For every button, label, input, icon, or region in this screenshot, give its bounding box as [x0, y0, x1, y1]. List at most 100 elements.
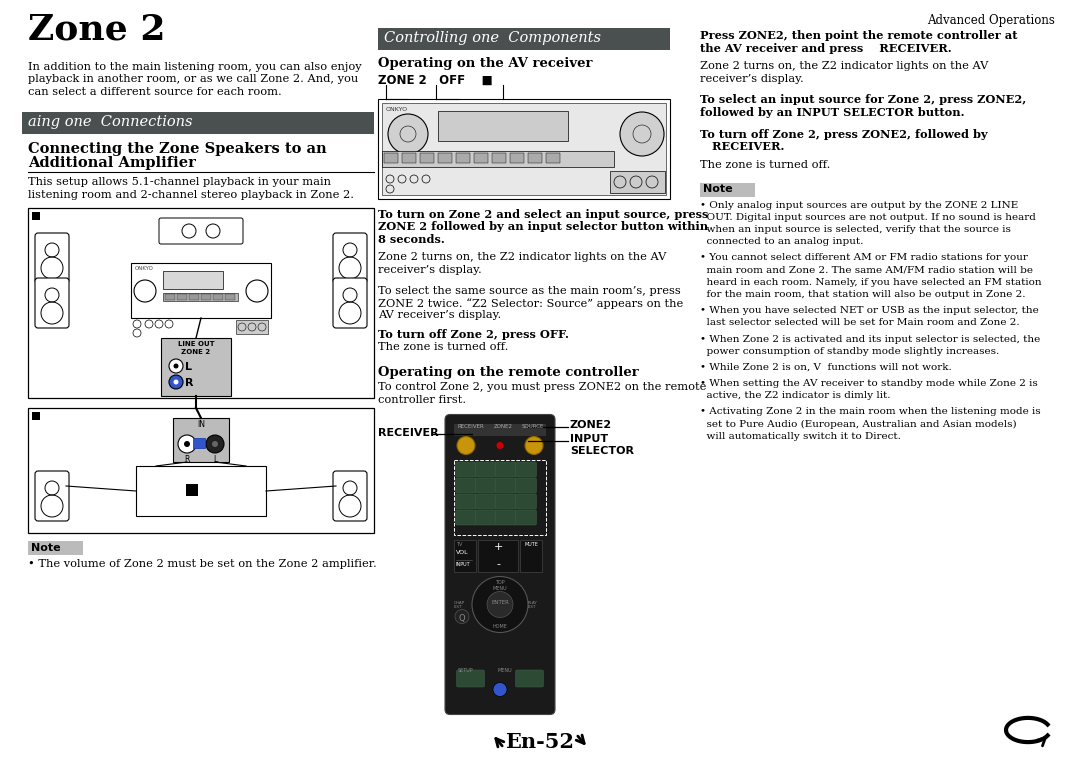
Text: VOL: VOL: [456, 549, 469, 555]
Text: The zone is turned off.: The zone is turned off.: [378, 342, 509, 351]
FancyBboxPatch shape: [475, 494, 497, 509]
Text: Q: Q: [459, 613, 465, 623]
Text: TV: TV: [456, 542, 462, 546]
Text: • While Zone 2 is on, V  functions will not work.: • While Zone 2 is on, V functions will n…: [700, 363, 951, 372]
Text: INPUT: INPUT: [570, 433, 608, 443]
Bar: [519, 539, 542, 571]
FancyBboxPatch shape: [475, 510, 497, 525]
Circle shape: [184, 441, 190, 447]
FancyBboxPatch shape: [496, 478, 516, 493]
Bar: [28, 208, 374, 398]
FancyBboxPatch shape: [333, 471, 367, 521]
FancyBboxPatch shape: [35, 233, 69, 283]
Bar: [478, 539, 518, 571]
Bar: [402, 153, 416, 163]
FancyBboxPatch shape: [445, 415, 555, 714]
Text: • The volume of Zone 2 must be set on the Zone 2 amplifier.: • The volume of Zone 2 must be set on th…: [28, 559, 377, 569]
Bar: [610, 171, 665, 193]
Bar: [131, 263, 271, 318]
FancyBboxPatch shape: [159, 218, 243, 244]
Text: power consumption of standby mode slightly increases.: power consumption of standby mode slight…: [700, 347, 999, 356]
Text: +: +: [494, 542, 502, 552]
Text: SOURCE: SOURCE: [522, 425, 544, 429]
Bar: [165, 294, 175, 300]
Text: ZONE 2   OFF    ■: ZONE 2 OFF ■: [378, 74, 492, 87]
Bar: [28, 408, 374, 533]
Bar: [454, 459, 546, 535]
Text: • Activating Zone 2 in the main room when the listening mode is: • Activating Zone 2 in the main room whe…: [700, 407, 1041, 416]
Text: aing one  Connections: aing one Connections: [28, 115, 192, 129]
Text: ZONE 2: ZONE 2: [181, 349, 211, 355]
Text: To turn off Zone 2, press OFF.: To turn off Zone 2, press OFF.: [378, 329, 569, 340]
Bar: [186, 484, 198, 496]
Bar: [237, 320, 268, 334]
Text: Zone 2 turns on, the Z2 indicator lights on the AV: Zone 2 turns on, the Z2 indicator lights…: [700, 61, 988, 71]
Text: To select the same source as the main room’s, press: To select the same source as the main ro…: [378, 286, 680, 296]
Text: for the main room, that station will also be output in Zone 2.: for the main room, that station will als…: [700, 290, 1026, 299]
Text: ZONE2: ZONE2: [570, 419, 612, 429]
Text: playback in another room, or as we call Zone 2. And, you: playback in another room, or as we call …: [28, 75, 359, 85]
Bar: [456, 153, 470, 163]
Bar: [546, 153, 561, 163]
Text: the AV receiver and press    RECEIVER.: the AV receiver and press RECEIVER.: [700, 43, 951, 53]
Bar: [700, 183, 755, 196]
Bar: [438, 111, 568, 141]
Text: To select an input source for Zone 2, press ZONE2,: To select an input source for Zone 2, pr…: [700, 94, 1026, 105]
Bar: [28, 541, 83, 555]
Text: R: R: [185, 378, 193, 388]
Bar: [474, 153, 488, 163]
Text: RECEIVER: RECEIVER: [378, 428, 438, 438]
Text: set to Pure Audio (European, Australian and Asian models): set to Pure Audio (European, Australian …: [700, 419, 1016, 429]
Text: L: L: [213, 455, 217, 464]
FancyBboxPatch shape: [456, 494, 476, 509]
Text: • When Zone 2 is activated and its input selector is selected, the: • When Zone 2 is activated and its input…: [700, 335, 1040, 344]
Text: HOME: HOME: [492, 624, 508, 630]
Text: 8 seconds.: 8 seconds.: [378, 234, 445, 245]
Text: connected to an analog input.: connected to an analog input.: [700, 237, 863, 246]
Text: ONKYO: ONKYO: [135, 266, 153, 271]
Text: In addition to the main listening room, you can also enjoy: In addition to the main listening room, …: [28, 62, 362, 72]
FancyBboxPatch shape: [35, 471, 69, 521]
Text: followed by an INPUT SELECTOR button.: followed by an INPUT SELECTOR button.: [700, 106, 964, 118]
Text: OUT. Digital input sources are not output. If no sound is heard: OUT. Digital input sources are not outpu…: [700, 212, 1036, 222]
Circle shape: [212, 441, 218, 447]
Circle shape: [525, 436, 543, 455]
Bar: [378, 28, 670, 50]
Text: • When setting the AV receiver to standby mode while Zone 2 is: • When setting the AV receiver to standb…: [700, 379, 1038, 388]
Bar: [420, 153, 434, 163]
Text: receiver’s display.: receiver’s display.: [700, 73, 804, 83]
Circle shape: [492, 682, 507, 697]
FancyBboxPatch shape: [475, 462, 497, 477]
Bar: [454, 423, 546, 435]
Text: Press ZONE2, then point the remote controller at: Press ZONE2, then point the remote contr…: [700, 30, 1017, 41]
FancyBboxPatch shape: [456, 510, 476, 525]
Bar: [438, 153, 453, 163]
Text: IN: IN: [197, 420, 205, 429]
Bar: [213, 294, 222, 300]
Circle shape: [457, 436, 475, 455]
Circle shape: [168, 359, 183, 373]
Bar: [384, 153, 399, 163]
Text: active, the Z2 indicator is dimly lit.: active, the Z2 indicator is dimly lit.: [700, 391, 891, 400]
FancyBboxPatch shape: [333, 233, 367, 283]
Circle shape: [472, 577, 528, 633]
FancyBboxPatch shape: [496, 462, 516, 477]
Text: Operating on the remote controller: Operating on the remote controller: [378, 366, 638, 379]
FancyBboxPatch shape: [496, 510, 516, 525]
FancyBboxPatch shape: [496, 494, 516, 509]
Bar: [177, 294, 187, 300]
Bar: [454, 539, 476, 571]
Text: Additional Amplifier: Additional Amplifier: [28, 156, 195, 170]
Bar: [189, 294, 199, 300]
Text: To control Zone 2, you must press ZONE2 on the remote: To control Zone 2, you must press ZONE2 …: [378, 383, 706, 393]
Bar: [161, 338, 231, 396]
Bar: [382, 103, 666, 195]
FancyBboxPatch shape: [35, 278, 69, 328]
Bar: [193, 438, 205, 448]
FancyBboxPatch shape: [515, 462, 537, 477]
Circle shape: [497, 442, 503, 449]
FancyBboxPatch shape: [456, 478, 476, 493]
Circle shape: [178, 435, 195, 453]
Text: ENTER: ENTER: [491, 601, 509, 606]
Circle shape: [620, 112, 664, 156]
